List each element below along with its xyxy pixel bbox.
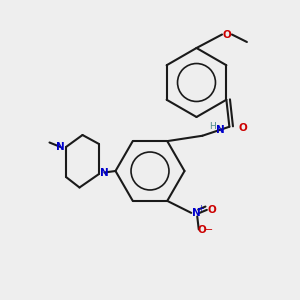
Text: N: N	[56, 142, 65, 152]
Text: −: −	[205, 225, 214, 235]
Text: N: N	[216, 125, 225, 135]
Text: N: N	[100, 167, 109, 178]
Text: N: N	[192, 208, 201, 218]
Text: O: O	[223, 29, 231, 40]
Text: O: O	[197, 225, 206, 235]
Text: +: +	[197, 204, 204, 213]
Text: O: O	[208, 205, 216, 215]
Text: H: H	[209, 122, 216, 131]
Text: O: O	[238, 123, 247, 133]
